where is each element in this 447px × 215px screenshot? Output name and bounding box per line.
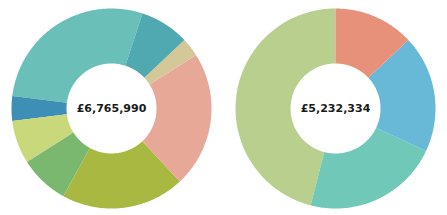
svg-text:£6,765,990: £6,765,990 [77,102,147,115]
svg-text:£5,232,334: £5,232,334 [300,102,370,115]
